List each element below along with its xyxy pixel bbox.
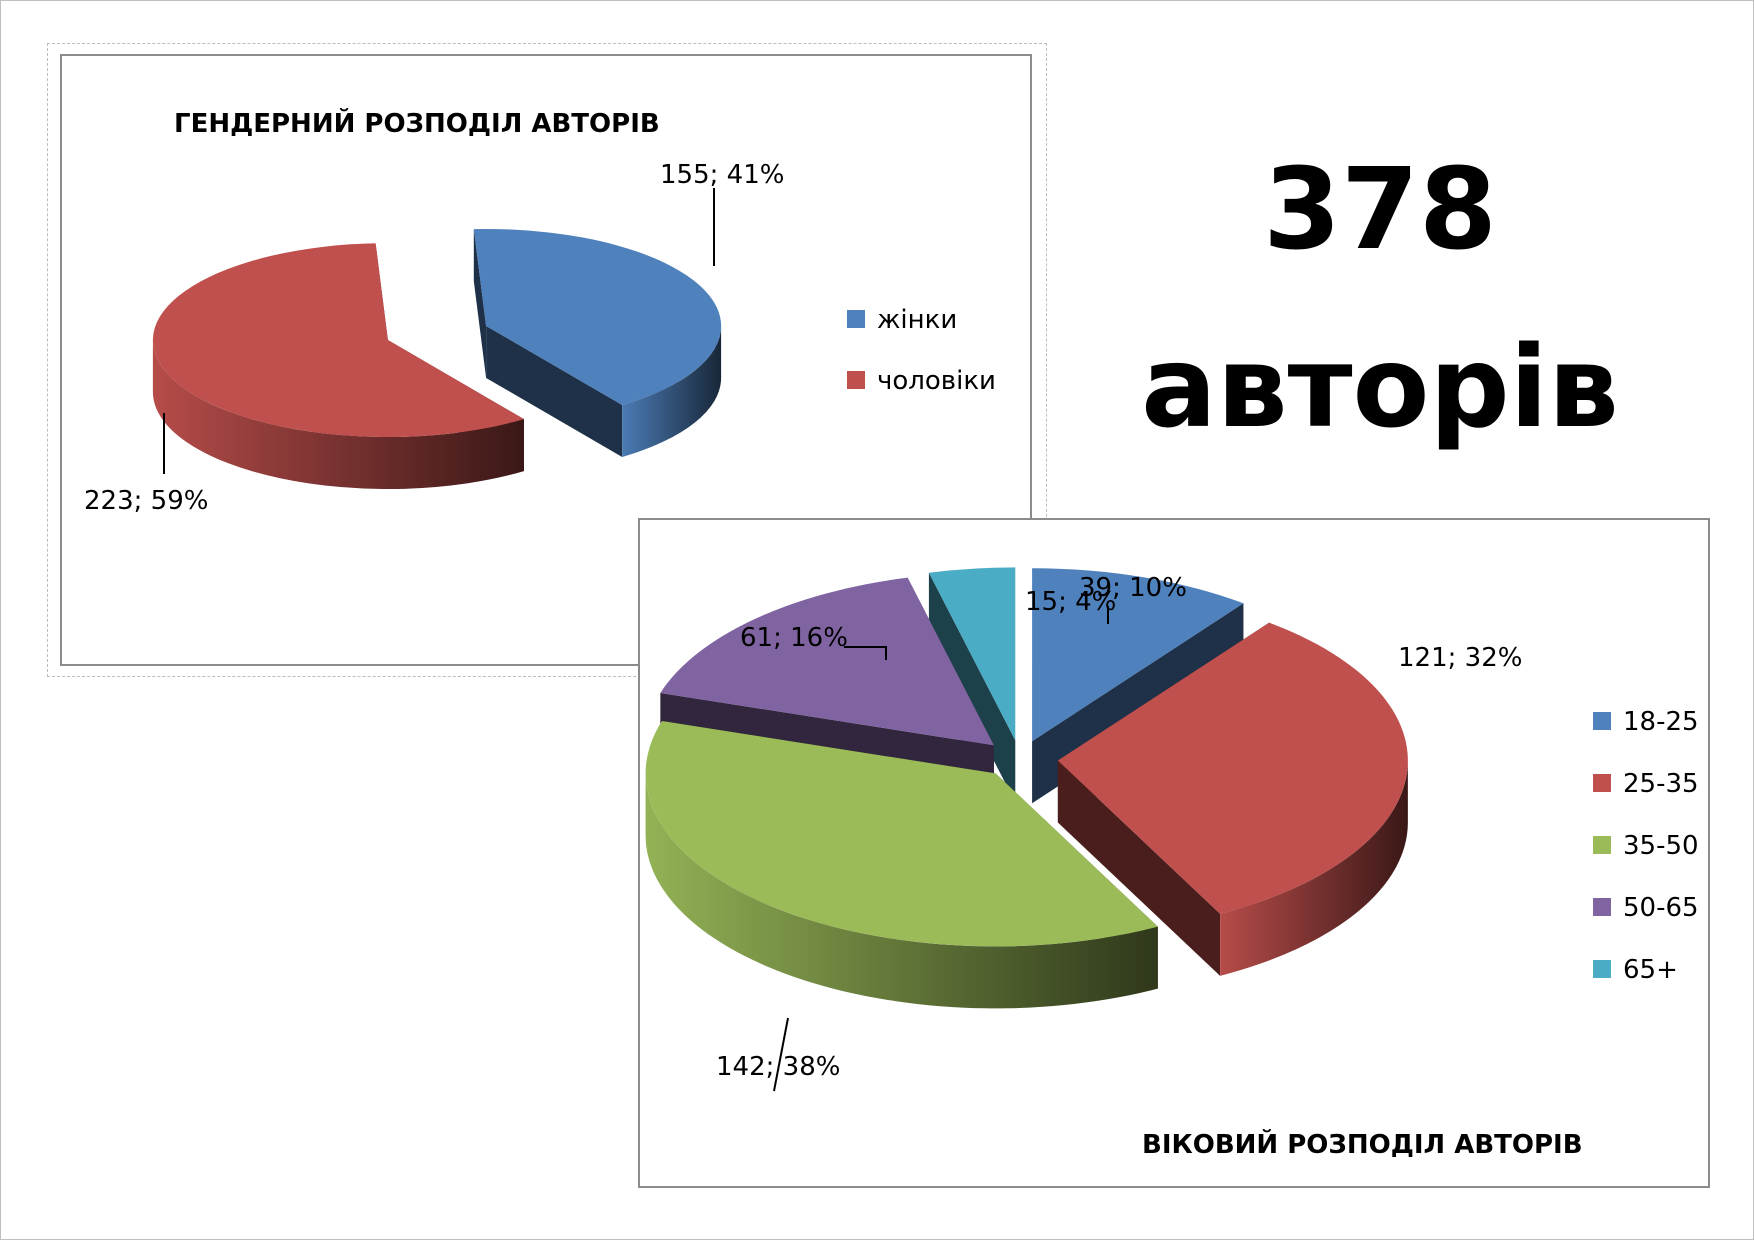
gender-chart-selection-frame (47, 43, 1047, 677)
chart-title: ГЕНДЕРНИЙ РОЗПОДІЛ АВТОРІВ (174, 107, 660, 139)
total-authors-caption: авторів (1141, 323, 1619, 453)
legend-entry-0: 18-25 (1623, 707, 1699, 737)
data-label-2: 142; 38% (716, 1052, 840, 1082)
total-authors-count: 378 (1263, 145, 1497, 275)
legend-swatch-4 (1593, 960, 1611, 978)
data-label-0: 39; 10% (1079, 573, 1187, 603)
legend-swatch-0 (847, 310, 865, 328)
legend-entry-0: жінки (877, 305, 957, 335)
legend-entry-1: 25-35 (1623, 769, 1699, 799)
legend-swatch-3 (1593, 898, 1611, 916)
pie-slice-0 (473, 229, 722, 458)
legend-swatch-2 (1593, 836, 1611, 854)
legend-entry-3: 50-65 (1623, 893, 1699, 923)
legend-entry-1: чоловіки (877, 366, 996, 396)
leader-line-3 (844, 646, 887, 660)
legend-swatch-1 (1593, 774, 1611, 792)
legend-entry-2: 35-50 (1623, 831, 1699, 861)
legend-entry-4: 65+ (1623, 955, 1678, 985)
age-chart: 39; 10% 121; 32% 142; 38% 61; 16% 15; 4% ВІКО… (638, 518, 1710, 1188)
data-label-1: 223; 59% (84, 486, 208, 516)
age-pie-chart: 39; 10% 121; 32% 142; 38% 61; 16% 15; 4% ВІКО… (645, 567, 1699, 1160)
data-label-1: 121; 32% (1398, 643, 1522, 673)
legend-swatch-0 (1593, 712, 1611, 730)
leader-line-2 (773, 1017, 789, 1092)
chart-title: ВІКОВИЙ РОЗПОДІЛ АВТОРІВ (1142, 1128, 1583, 1160)
data-label-0: 155; 41% (660, 160, 784, 190)
legend-swatch-1 (847, 371, 865, 389)
data-label-4: 15; 4% (1025, 587, 1116, 617)
data-label-3: 61; 16% (740, 623, 848, 653)
